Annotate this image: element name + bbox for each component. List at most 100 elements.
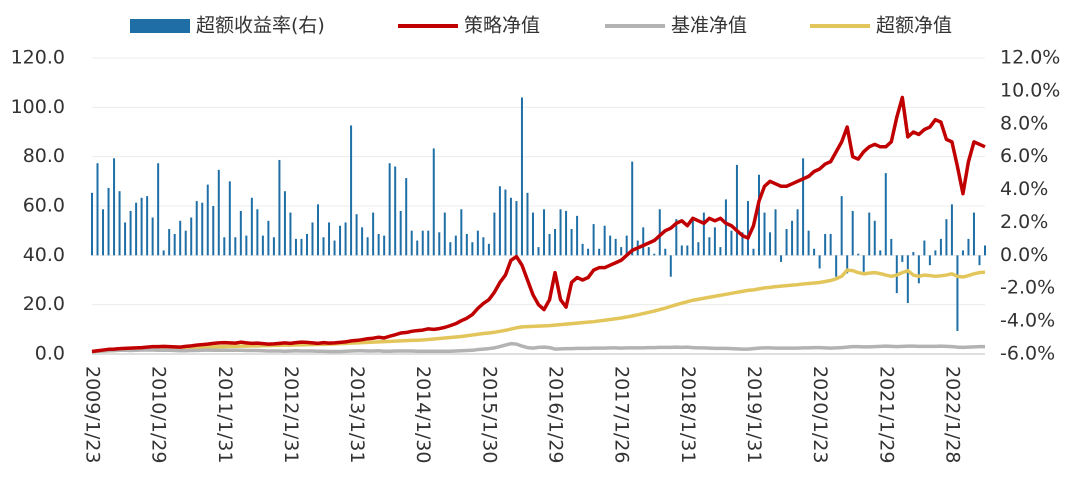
bar: [493, 212, 496, 256]
bar: [256, 209, 259, 256]
bar: [824, 233, 827, 256]
bar: [576, 215, 579, 256]
y2-tick-label: 2.0%: [1000, 211, 1048, 233]
bar: [846, 255, 849, 274]
bar: [124, 222, 127, 256]
bar: [978, 255, 981, 266]
x-tick-label: 2015/1/30: [478, 366, 500, 463]
y2-tick-label: -4.0%: [1000, 310, 1055, 332]
bar: [791, 220, 794, 256]
bar: [394, 166, 397, 256]
bar: [901, 255, 904, 262]
bar: [923, 240, 926, 256]
bar: [796, 209, 799, 256]
bar: [305, 233, 308, 256]
bar: [735, 164, 738, 256]
bar: [702, 212, 705, 256]
x-tick-label: 2009/1/23: [82, 366, 104, 463]
bar: [956, 255, 959, 331]
legend-swatch: [130, 19, 190, 33]
x-tick-label: 2018/1/31: [677, 366, 699, 463]
bar: [945, 219, 948, 256]
bar: [934, 250, 937, 256]
bar: [543, 209, 546, 256]
bar: [443, 212, 446, 256]
bar: [746, 201, 749, 256]
x-tick-label: 2021/1/29: [875, 366, 897, 463]
bar: [261, 235, 264, 256]
bar: [614, 238, 617, 256]
y2-tick-label: 0.0%: [1000, 244, 1048, 266]
y2-tick-label: 12.0%: [1000, 47, 1060, 69]
bar: [471, 242, 474, 256]
bar: [195, 201, 198, 256]
x-tick-label: 2016/1/29: [545, 366, 567, 463]
bar: [465, 233, 468, 256]
bar: [769, 232, 772, 256]
bar: [520, 97, 523, 256]
bar: [460, 209, 463, 256]
bar: [322, 237, 325, 256]
bar: [157, 163, 160, 256]
bar: [146, 196, 149, 256]
bar: [96, 163, 99, 256]
bar: [780, 255, 783, 262]
bar: [598, 248, 601, 256]
legend-label: 策略净值: [464, 15, 540, 37]
bar: [476, 230, 479, 256]
bar: [366, 237, 369, 256]
bar: [498, 186, 501, 256]
x-tick-label: 2020/1/23: [809, 366, 831, 463]
y-tick-label: 60.0: [23, 195, 65, 217]
bar: [763, 212, 766, 256]
bar: [862, 255, 865, 272]
bar: [785, 229, 788, 256]
x-tick-label: 2010/1/29: [148, 366, 170, 463]
bar: [267, 220, 270, 256]
bar: [372, 212, 375, 256]
y2-tick-label: 8.0%: [1000, 112, 1048, 134]
bar: [509, 197, 512, 256]
bar: [884, 173, 887, 256]
bar: [206, 184, 209, 256]
bar: [851, 210, 854, 256]
bar: [129, 210, 132, 256]
bar: [829, 233, 832, 256]
x-tick-label: 2011/1/31: [214, 366, 236, 463]
bar: [173, 233, 176, 256]
y-tick-label: 80.0: [23, 145, 65, 167]
bar: [361, 227, 364, 256]
bar: [201, 202, 204, 256]
bar: [548, 233, 551, 256]
bar: [449, 242, 452, 256]
bar: [708, 237, 711, 256]
bar: [223, 237, 226, 256]
bar: [355, 214, 358, 256]
bar: [967, 238, 970, 256]
bar: [813, 248, 816, 256]
bar: [482, 237, 485, 256]
x-tick-label: 2014/1/30: [412, 366, 434, 463]
bar: [984, 245, 986, 256]
bar: [212, 206, 215, 256]
y2-tick-label: -2.0%: [1000, 277, 1055, 299]
bar: [587, 248, 590, 256]
bar: [234, 237, 237, 256]
bar: [135, 202, 138, 256]
bar: [311, 222, 314, 256]
bar: [609, 235, 612, 256]
bar: [504, 189, 507, 256]
bar: [752, 248, 755, 256]
bar: [840, 196, 843, 256]
bar: [399, 210, 402, 256]
bar: [664, 248, 667, 256]
y2-tick-label: 4.0%: [1000, 178, 1048, 200]
bar: [592, 224, 595, 256]
legend-label: 超额净值: [876, 15, 952, 37]
bar: [890, 238, 893, 256]
bar: [691, 217, 694, 256]
bar: [675, 219, 678, 256]
bar: [102, 209, 105, 256]
bar: [906, 255, 909, 304]
bar: [328, 222, 331, 256]
